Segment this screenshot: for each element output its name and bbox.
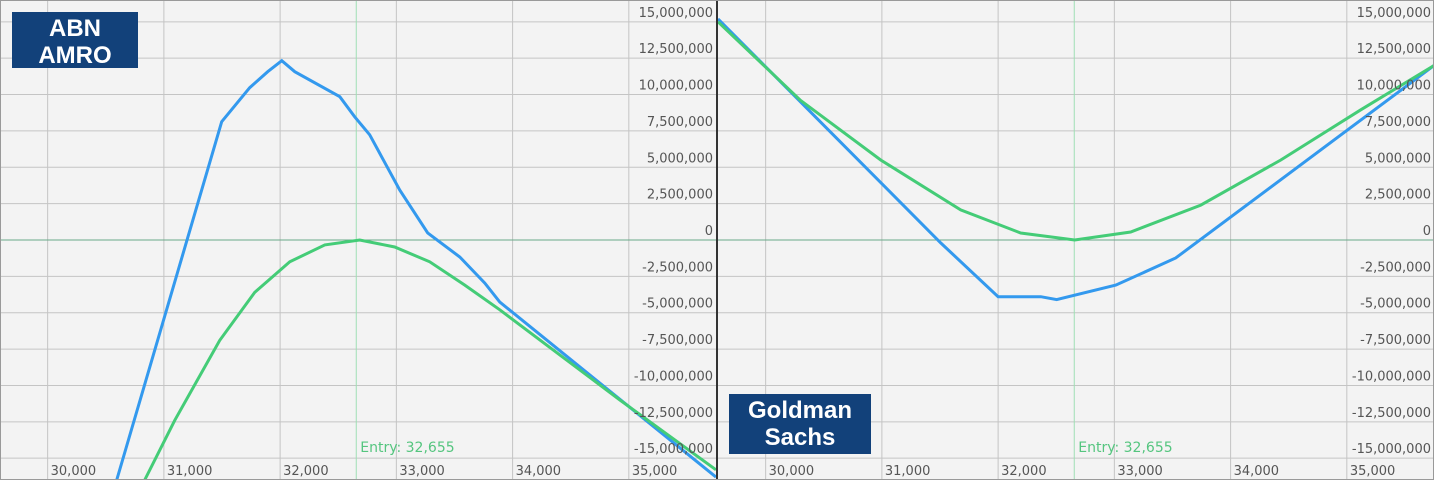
x-tick-label: 35,000 bbox=[1350, 464, 1396, 479]
entry-label: Entry: 32,655 bbox=[1078, 440, 1172, 456]
y-tick-label: -7,500,000 bbox=[1360, 333, 1431, 348]
x-tick-label: 30,000 bbox=[769, 464, 815, 479]
y-tick-label: 2,500,000 bbox=[1365, 188, 1431, 203]
panel: 15,000,000 12,500,000 10,000,000 7,500,000 5… bbox=[0, 0, 717, 480]
y-tick-label: -7,500,000 bbox=[642, 333, 713, 348]
y-tick-label: -10,000,000 bbox=[1352, 369, 1431, 384]
x-tick-label: 30,000 bbox=[51, 464, 97, 479]
y-tick-label: 10,000,000 bbox=[1357, 79, 1431, 94]
y-tick-label: -15,000,000 bbox=[1352, 442, 1431, 457]
y-tick-label: 5,000,000 bbox=[647, 151, 713, 166]
x-tick-label: 33,000 bbox=[399, 464, 445, 479]
x-tick-label: 32,000 bbox=[1001, 464, 1047, 479]
logo-text: AMRO bbox=[38, 42, 111, 69]
y-tick-label: -12,500,000 bbox=[634, 406, 713, 421]
y-tick-label: 12,500,000 bbox=[1357, 42, 1431, 57]
y-tick-label: 0 bbox=[1423, 224, 1431, 239]
y-tick-label: 7,500,000 bbox=[647, 115, 713, 130]
y-tick-label: -5,000,000 bbox=[642, 297, 713, 312]
y-tick-label: 5,000,000 bbox=[1365, 151, 1431, 166]
y-tick-label: 2,500,000 bbox=[647, 188, 713, 203]
y-tick-label: 15,000,000 bbox=[1357, 6, 1431, 21]
y-tick-label: -2,500,000 bbox=[642, 260, 713, 275]
x-tick-label: 35,000 bbox=[632, 464, 678, 479]
logo-box bbox=[12, 12, 138, 68]
series-line bbox=[143, 238, 717, 480]
y-tick-label: 15,000,000 bbox=[639, 6, 713, 21]
y-tick-label: 7,500,000 bbox=[1365, 115, 1431, 130]
x-tick-label: 34,000 bbox=[516, 464, 562, 479]
entry-label: Entry: 32,655 bbox=[360, 440, 454, 456]
y-tick-label: -5,000,000 bbox=[1360, 297, 1431, 312]
logo-text: Sachs bbox=[765, 424, 836, 451]
x-tick-label: 34,000 bbox=[1234, 464, 1280, 479]
panel: 15,000,000 12,500,000 10,000,000 7,500,000 5… bbox=[716, 0, 1434, 480]
x-tick-label: 31,000 bbox=[885, 464, 931, 479]
series-line bbox=[115, 58, 717, 480]
y-tick-label: 10,000,000 bbox=[639, 79, 713, 94]
x-tick-label: 33,000 bbox=[1117, 464, 1163, 479]
y-tick-label: 12,500,000 bbox=[639, 42, 713, 57]
y-tick-label: -15,000,000 bbox=[634, 442, 713, 457]
y-tick-label: -10,000,000 bbox=[634, 369, 713, 384]
y-tick-label: -12,500,000 bbox=[1352, 406, 1431, 421]
series-line bbox=[716, 20, 1434, 242]
logo-text: ABN bbox=[49, 15, 101, 42]
y-tick-label: 0 bbox=[705, 224, 713, 239]
x-tick-label: 32,000 bbox=[283, 464, 329, 479]
logo-text: Goldman bbox=[748, 397, 852, 424]
logo-box bbox=[729, 394, 871, 454]
y-tick-label: -2,500,000 bbox=[1360, 260, 1431, 275]
x-tick-label: 31,000 bbox=[167, 464, 213, 479]
series-line bbox=[716, 17, 1434, 302]
